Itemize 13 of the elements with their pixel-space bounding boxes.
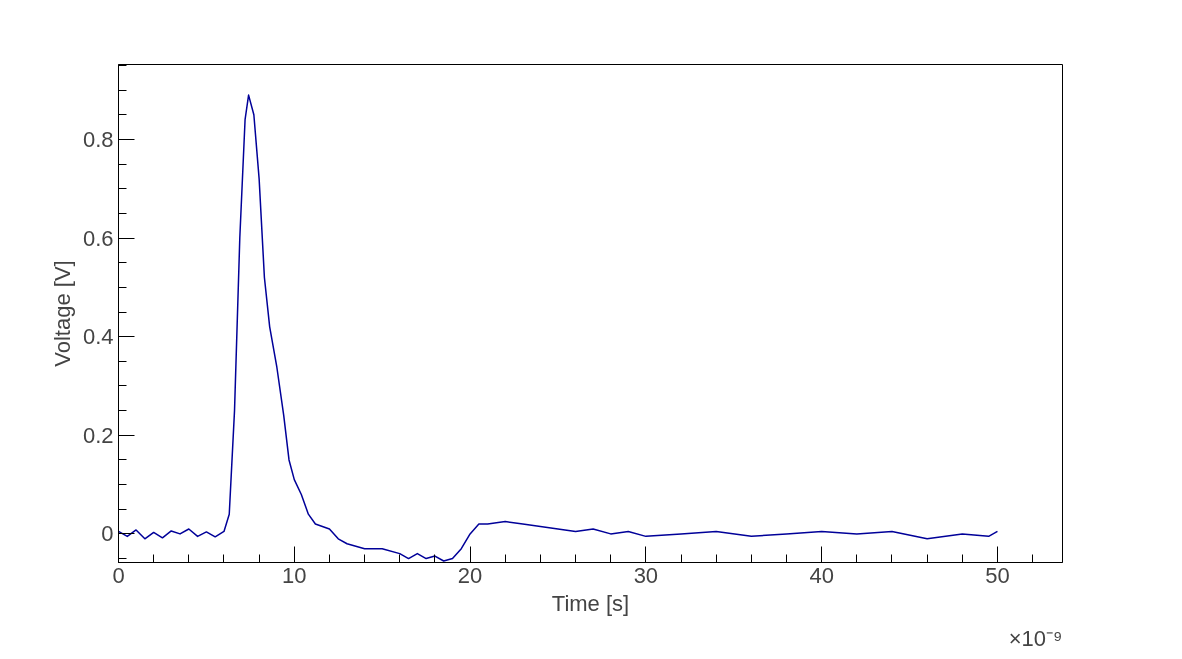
y-tick-label: 0.4 xyxy=(82,324,114,350)
text: ×10⁻⁹ xyxy=(1008,625,1063,651)
y-tick-label: 0.2 xyxy=(82,422,114,448)
y-tick-label: 0 xyxy=(101,521,114,547)
x-tick-label: 50 xyxy=(985,562,1010,588)
x-axis-title: Time [s] xyxy=(551,590,630,616)
y-tick-label: 0.8 xyxy=(82,126,114,152)
x-tick-label: 20 xyxy=(457,562,483,588)
x-tick-label: 10 xyxy=(282,562,307,588)
y-tick-label: 0.6 xyxy=(82,225,114,251)
y-axis-title: Voltage [V] xyxy=(49,260,75,367)
x-tick-label: 30 xyxy=(633,562,659,588)
x-tick-label: 40 xyxy=(809,562,834,588)
